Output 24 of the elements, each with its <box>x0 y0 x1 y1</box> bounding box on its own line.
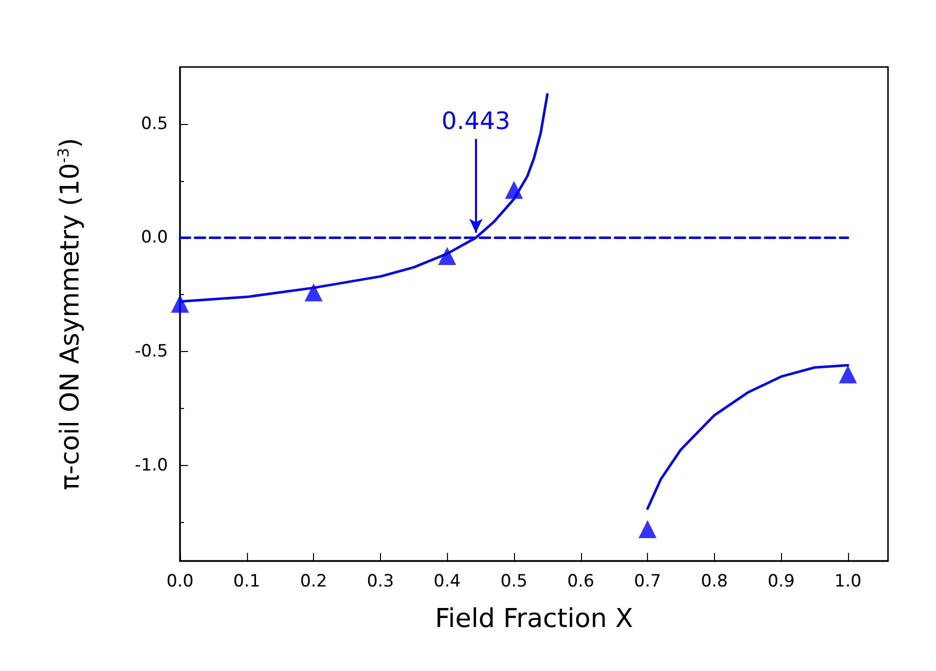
y-tick-label: -0.5 <box>134 342 168 362</box>
x-tick-label: 0.6 <box>567 572 594 592</box>
point <box>838 365 857 384</box>
y-axis-title: π-coil ON Asymmetry (10-3) <box>54 138 86 490</box>
x-tick-label: 1.0 <box>834 572 862 592</box>
x-tick-label: 0.0 <box>166 572 194 592</box>
x-tick-label: 0.9 <box>768 572 795 592</box>
x-tick-label: 0.8 <box>700 572 728 592</box>
point <box>504 180 523 199</box>
annotation: 0.443 <box>442 106 510 135</box>
point <box>304 283 323 302</box>
x-tick-label: 0.4 <box>434 572 461 592</box>
x-axis-title: Field Fraction X <box>434 604 634 634</box>
point <box>438 246 456 265</box>
x-tick-label: 0.2 <box>300 572 328 592</box>
y-tick-label: -1.0 <box>134 455 168 476</box>
x-tick-label: 0.7 <box>634 572 662 592</box>
point <box>638 520 657 538</box>
y-tick-label: 0.0 <box>140 228 168 248</box>
y-tick-label: 0.5 <box>140 114 168 134</box>
x-tick-label: 0.1 <box>233 572 260 592</box>
point <box>171 294 189 313</box>
x-tick-label: 0.3 <box>366 572 394 592</box>
x-tick-label: 0.5 <box>500 572 528 592</box>
